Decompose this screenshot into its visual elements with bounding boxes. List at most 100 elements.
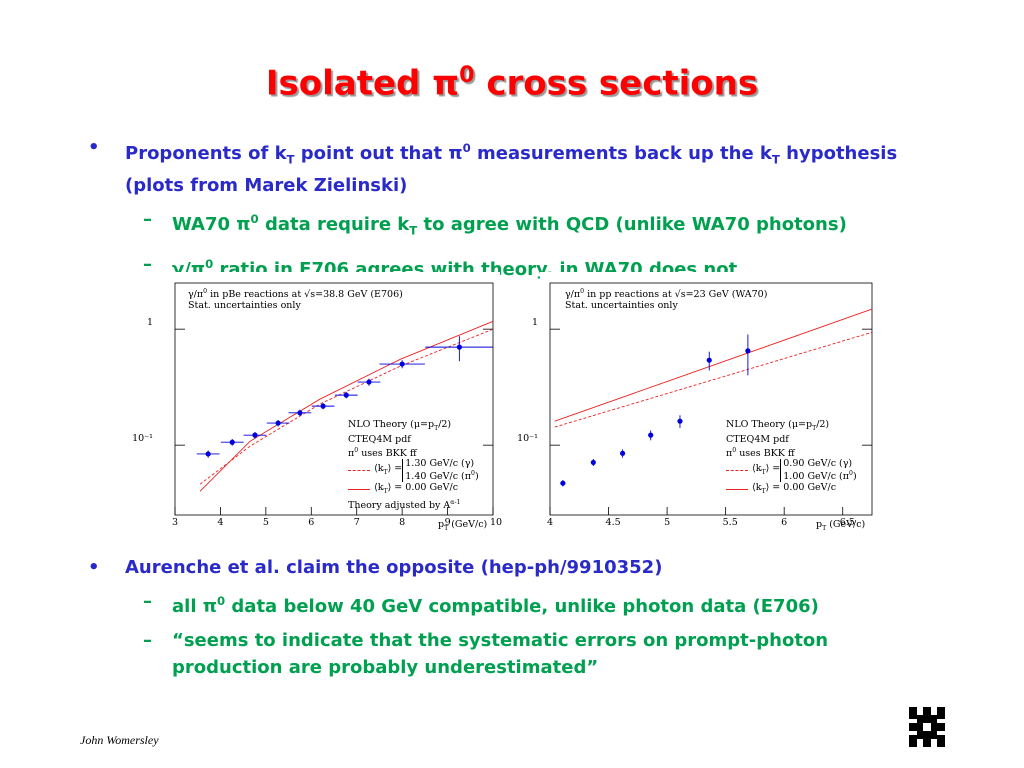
data-point [275, 420, 281, 426]
legend-entry: NLO Theory (μ=pT/2) [348, 419, 479, 434]
legend-entry: ⟨kT⟩ = 0.00 GeV/c [726, 482, 857, 497]
plot-header: γ/π0 in pBe reactions at √s=38.8 GeV (E7… [188, 286, 403, 311]
x-tick-label: 6 [781, 517, 788, 528]
superscript: 0 [217, 594, 226, 608]
text-run: Stat. uncertainties only [565, 300, 678, 312]
y-tick-label: 1 [146, 317, 153, 329]
header-line: Stat. uncertainties only [188, 300, 403, 311]
y-tick-label: 10⁻¹ [132, 433, 153, 445]
logo [909, 707, 945, 747]
text-run: WA70 π [172, 213, 251, 235]
subscript: T [383, 488, 388, 496]
text-run: π [348, 448, 355, 460]
legend-text: π0 uses BKK ff [348, 445, 417, 459]
legend-entry: CTEQ4M pdf [726, 434, 857, 445]
x-axis-label: pT (GeV/c) [438, 519, 487, 532]
data-point [456, 344, 462, 350]
text-run: data below 40 GeV compatible, unlike pho… [225, 596, 819, 617]
legend-entry: π0 uses BKK ff [348, 445, 479, 459]
x-tick-label: 6.5 [839, 517, 855, 528]
data-point [297, 410, 303, 416]
y-tick-label: 10⁻¹ [517, 433, 538, 445]
text-run: p [438, 519, 445, 530]
x-tick-label: 7 [353, 517, 360, 528]
legend-entry: ⟨kT⟩ = 1.30 GeV/c (γ) 1.40 GeV/c (π0) [348, 458, 479, 483]
text-run: to agree with QCD (unlike WA70 photons) [417, 213, 847, 235]
plot-canvas [174, 282, 494, 516]
text-run: uses BKK ff [736, 448, 795, 460]
legend: NLO Theory (μ=pT/2) CTEQ4M pdf π0 uses BKK… [348, 419, 479, 511]
legend-text: ⟨kT⟩ = 0.00 GeV/c [374, 482, 458, 497]
x-tick-label: 5.5 [722, 517, 738, 528]
legend-text: NLO Theory (μ=pT/2) [726, 419, 829, 434]
text-run: (GeV/c) [448, 519, 488, 530]
header-line: Stat. uncertainties only [565, 300, 767, 311]
x-tick-label: 4.5 [605, 517, 621, 528]
text-run: γ/π [188, 289, 204, 301]
text-run: Stat. uncertainties only [188, 300, 301, 312]
x-tick-label: 9 [444, 517, 451, 528]
legend-swatch [348, 489, 370, 491]
subscript: T [771, 152, 780, 167]
data-point [252, 432, 258, 438]
text-run: NLO Theory (μ=p [726, 419, 813, 430]
data-point [590, 459, 596, 466]
superscript: 0 [471, 470, 475, 478]
bullet-group: • Aurenche et al. claim the opposite (hep… [88, 555, 918, 688]
legend-text: ⟨kT⟩ = [752, 463, 780, 478]
superscript: 0 [580, 288, 585, 295]
text-run: 1.40 GeV/c (π [405, 471, 472, 483]
text-run: uses BKK ff [358, 448, 417, 460]
subscript: T [286, 152, 295, 167]
text-run: “seems to indicate that the systematic e… [172, 630, 829, 678]
text-run: Proponents of k [125, 143, 287, 164]
text-run: ⟨k [752, 482, 762, 494]
data-point [320, 403, 326, 409]
legend-entry: NLO Theory (μ=pT/2) [726, 419, 857, 434]
data-point [343, 392, 349, 398]
text-run: ) [852, 471, 857, 483]
legend-entry: ⟨kT⟩ = 0.00 GeV/c [348, 482, 479, 497]
subscript: T [383, 469, 388, 477]
text-run: 1.30 GeV/c (γ) [405, 458, 475, 470]
superscript: 0 [250, 211, 259, 226]
subscript: T [761, 469, 766, 477]
text-run: measurements back up the k [470, 143, 772, 164]
theory-line [554, 331, 873, 428]
text-run: ⟩ = 0.00 GeV/c [387, 482, 459, 494]
subscript: T [444, 524, 449, 532]
subscript: T [761, 488, 766, 496]
superscript: 0 [732, 446, 737, 454]
superscript: 0 [459, 62, 475, 88]
header-line: γ/π0 in pBe reactions at √s=38.8 GeV (E7… [188, 286, 403, 300]
legend-cases: 1.30 GeV/c (γ) 1.40 GeV/c (π0) [402, 458, 479, 483]
legend-text: ⟨kT⟩ = 0.00 GeV/c [752, 482, 836, 497]
text-run: ⟨k [752, 463, 762, 475]
bullet-group: • Proponents of kT point out that π0 meas… [88, 135, 918, 290]
text-run: 0.90 GeV/c (γ) [783, 458, 853, 470]
logo-shape [909, 707, 945, 747]
text-run: 1.00 GeV/c (π [783, 471, 850, 483]
text-run: γ/π [565, 289, 581, 301]
text-run: hypothesis (plots from Marek Zielinski) [125, 143, 898, 196]
bullet-marker: • [88, 557, 100, 578]
text-run: all π [172, 596, 217, 617]
legend-swatch [348, 470, 370, 472]
data-point [560, 480, 566, 486]
text-run: ⟩ = [765, 463, 781, 475]
plot: 3 4 5 6 7 8 9 10 10⁻¹ 1 γ/π0 in pBe reactions at √… [132, 272, 502, 532]
text-run: ) [474, 471, 479, 483]
legend-text: CTEQ4M pdf [348, 434, 411, 445]
subscript: T [812, 424, 817, 432]
text-run: NLO Theory (μ=p [348, 419, 435, 430]
text-run: in pp reactions at √s=23 GeV (WA70) [584, 289, 768, 301]
legend: NLO Theory (μ=pT/2) CTEQ4M pdf π0 uses BKK… [726, 419, 857, 497]
text-run: point out that π [294, 143, 463, 164]
text-run: ⟨k [374, 482, 384, 494]
theory-line [199, 328, 494, 485]
text-run: CTEQ4M pdf [348, 433, 411, 445]
plot: 4 4.5 5 5.5 6 6.5 10⁻¹ 1 γ/π0 in pp reactions at… [517, 272, 885, 532]
legend-text: π0 uses BKK ff [726, 445, 795, 459]
legend-entry: ⟨kT⟩ = 0.90 GeV/c (γ) 1.00 GeV/c (π0) [726, 458, 857, 483]
